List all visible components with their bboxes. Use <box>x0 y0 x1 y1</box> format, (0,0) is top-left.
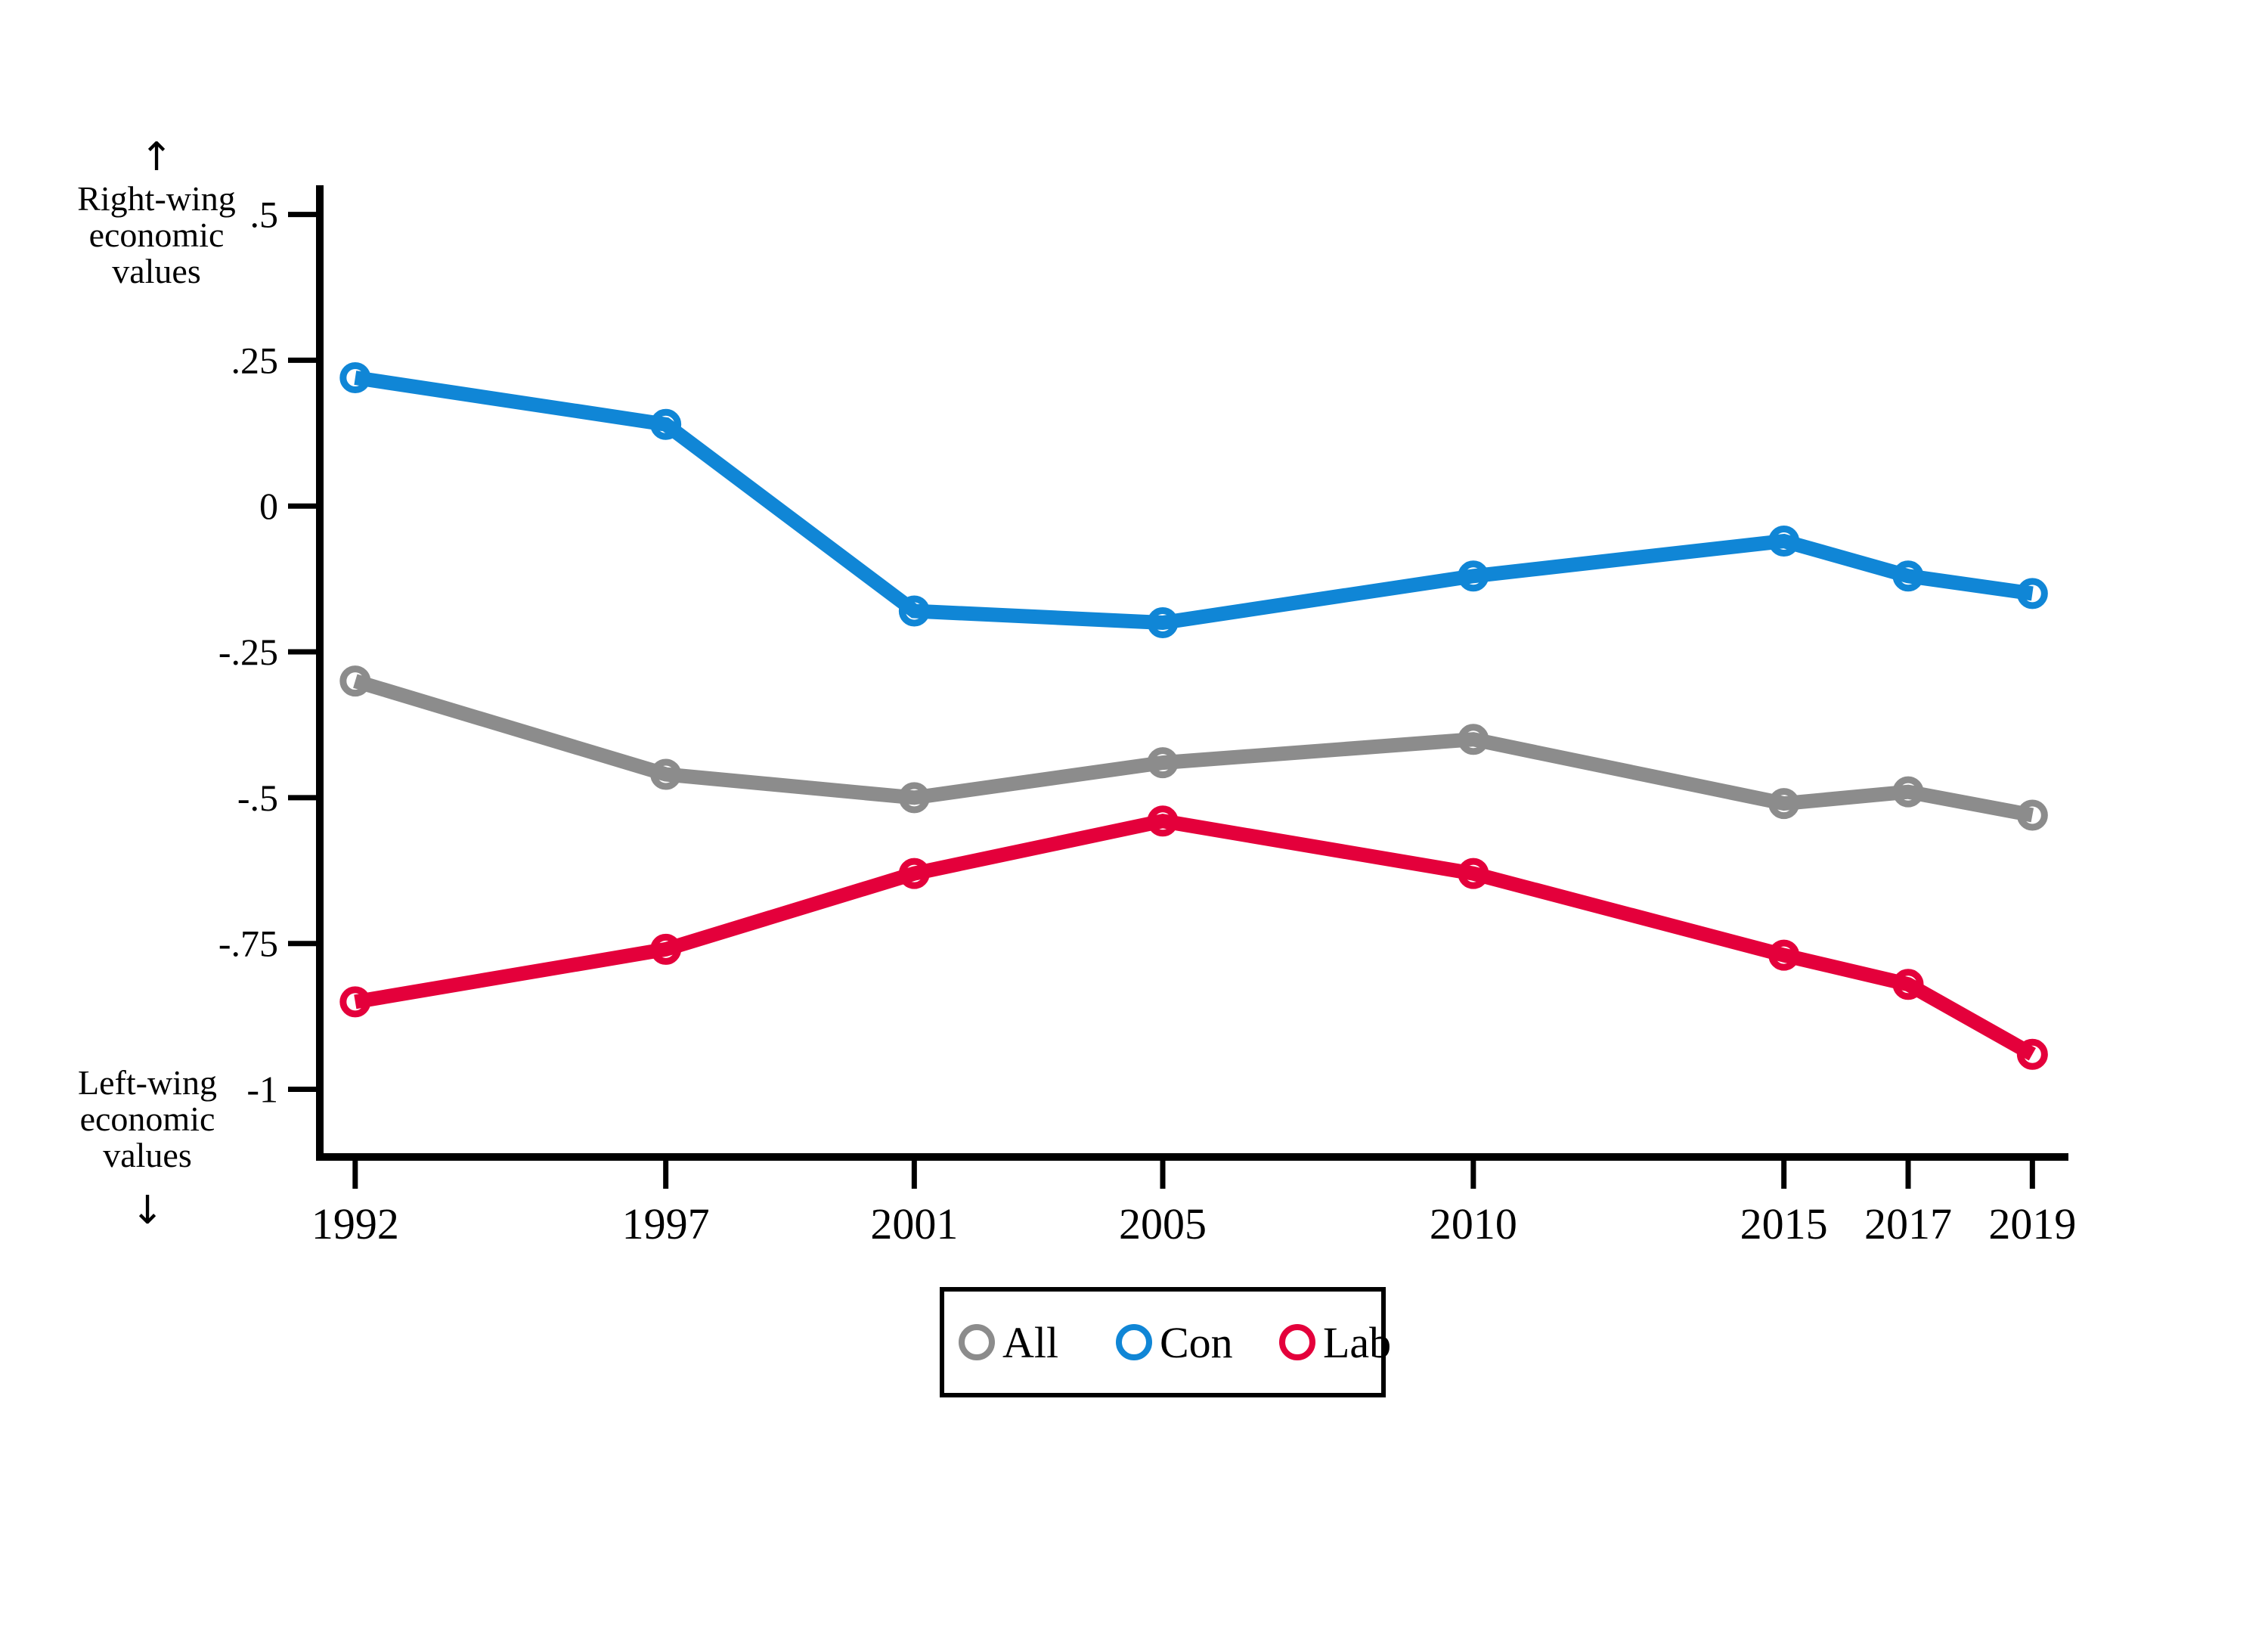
right-wing-label-line2: economic <box>89 216 225 254</box>
line-all <box>353 674 2034 823</box>
legend-label-con: Con <box>1160 1318 1233 1367</box>
y-tick-label: -.25 <box>218 631 278 673</box>
x-tick-label: 2019 <box>1988 1199 2076 1248</box>
series-all <box>339 665 2048 831</box>
x-tick-label: 2015 <box>1740 1199 1828 1248</box>
y-tick-label: .25 <box>231 339 279 381</box>
left-wing-label-line1: Left-wing <box>78 1063 217 1102</box>
series-con <box>339 362 2048 638</box>
legend-entry-all: All <box>959 1318 1058 1367</box>
x-tick-label: 2005 <box>1119 1199 1207 1248</box>
x-tick-label: 2010 <box>1430 1199 1517 1248</box>
y-tick-label: 0 <box>259 485 278 527</box>
axis-frame <box>316 185 2068 1161</box>
line-lab <box>354 814 2037 1061</box>
y-tick-label: -.5 <box>237 777 278 819</box>
legend-marker-all <box>959 1324 995 1360</box>
axes: .5 .25 0 -.25 -.5 -.75 -1 1992 1997 2001 2005 2010 2… <box>218 185 2076 1248</box>
legend-marker-con <box>1116 1324 1152 1360</box>
left-wing-label-line3: values <box>103 1136 192 1174</box>
legend-entry-con: Con <box>1116 1318 1233 1367</box>
x-tick-label: 1992 <box>311 1199 399 1248</box>
x-tick-label: 2001 <box>870 1199 958 1248</box>
up-arrow-icon: ↑ <box>140 135 173 180</box>
series-lab <box>339 805 2048 1070</box>
y-tick-label: -.75 <box>218 923 278 965</box>
legend-label-all: All <box>1002 1318 1058 1367</box>
line-con <box>354 371 2034 631</box>
right-wing-label-line3: values <box>112 252 201 290</box>
legend-entry-lab: Lab <box>1279 1318 1391 1367</box>
legend-label-lab: Lab <box>1323 1318 1391 1367</box>
y-tick-label: -1 <box>246 1068 278 1111</box>
legend-marker-lab <box>1279 1324 1315 1360</box>
series-lines <box>339 362 2048 1070</box>
down-arrow-icon: ↓ <box>131 1188 164 1233</box>
legend: All Con Lab <box>940 1287 1391 1397</box>
right-wing-label-line1: Right-wing <box>77 179 236 218</box>
y-tick-label: .5 <box>250 194 279 236</box>
x-tick-label: 2017 <box>1864 1199 1952 1248</box>
left-wing-label-line2: economic <box>80 1099 215 1138</box>
x-tick-label: 1997 <box>622 1199 710 1248</box>
